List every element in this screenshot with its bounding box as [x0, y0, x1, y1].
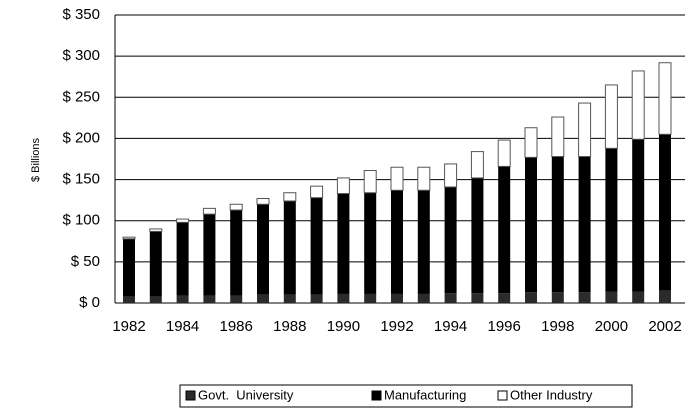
bar-segment: [470, 151, 484, 179]
bar-segment: [256, 197, 270, 205]
bar-segment: [578, 292, 591, 303]
y-tick-label: $ 0: [79, 294, 100, 311]
bar-segment: [391, 190, 403, 294]
bar-segment: [336, 177, 350, 195]
y-tick-label: $ 200: [62, 129, 100, 146]
bar-segment: [417, 293, 430, 303]
bar-segment: [551, 116, 565, 158]
bar-segment: [471, 293, 484, 303]
bar-segment: [659, 134, 671, 291]
bar-segment: [444, 293, 457, 303]
legend-swatch: [371, 390, 382, 401]
bar-segment: [310, 185, 324, 199]
x-tick-label: 1982: [112, 318, 145, 335]
x-tick-label: 2000: [595, 318, 628, 335]
bar-segment: [337, 293, 350, 303]
bar-segment: [605, 148, 618, 292]
x-tick-label: 1996: [488, 318, 521, 335]
bar-segment: [229, 203, 243, 211]
bar-segment: [176, 295, 189, 303]
bar-segment: [578, 102, 592, 158]
bar-segment: [257, 294, 269, 303]
bar-segment: [632, 139, 645, 292]
bar-segment: [498, 293, 511, 303]
bar-segment: [417, 190, 430, 294]
legend-swatch: [185, 390, 196, 401]
bar-segment: [310, 294, 323, 303]
bar-segment: [176, 218, 190, 223]
bar-segment: [551, 156, 564, 293]
y-tick-label: $ 50: [71, 253, 100, 270]
y-tick-label: $ 150: [62, 171, 100, 188]
x-tick-label: 1984: [166, 318, 199, 335]
bar-segment: [659, 290, 671, 303]
bar-segment: [631, 70, 645, 140]
bar-segment: [203, 214, 216, 296]
bar-segment: [444, 163, 458, 188]
x-tick-label: 1994: [434, 318, 467, 335]
bar-segment: [230, 295, 243, 303]
bar-segment: [632, 291, 645, 303]
bar-segment: [283, 200, 296, 295]
bar-segment: [123, 296, 135, 303]
bar-segment: [149, 296, 162, 303]
bar-segment: [658, 62, 672, 135]
bar-segment: [417, 166, 431, 191]
bar-segment: [283, 192, 297, 202]
bar-segment: [123, 238, 135, 297]
bar-segment: [497, 139, 511, 167]
bar-segment: [203, 295, 216, 303]
bar-segment: [498, 166, 511, 294]
legend-swatch: [497, 390, 508, 401]
bar-segment: [176, 222, 189, 296]
bar-segment: [604, 84, 618, 149]
x-tick-label: 1990: [327, 318, 360, 335]
bar-segment: [122, 236, 136, 240]
y-tick-label: $ 350: [62, 6, 100, 23]
legend-label: Govt. University: [198, 387, 294, 402]
bar-segment: [310, 197, 323, 295]
bar-segment: [257, 204, 269, 295]
bar-segment: [471, 177, 484, 294]
bar-segment: [149, 231, 162, 297]
x-tick-label: 1986: [220, 318, 253, 335]
x-tick-label: 1998: [541, 318, 574, 335]
bar-segment: [364, 293, 377, 303]
x-tick-label: 2002: [648, 318, 681, 335]
bar-segment: [149, 228, 163, 232]
bar-segment: [230, 210, 243, 296]
bar-segment: [364, 192, 377, 294]
bar-segment: [363, 170, 377, 194]
x-tick-label: 1988: [273, 318, 306, 335]
y-axis-label: $ Billions: [30, 137, 42, 182]
bar-segment: [390, 166, 404, 191]
legend-label: Other Industry: [510, 387, 593, 402]
bar-segment: [444, 186, 457, 294]
bar-segment: [605, 291, 618, 303]
y-tick-label: $ 300: [62, 47, 100, 64]
bar-segment: [578, 156, 591, 293]
bar-segment: [551, 292, 564, 303]
bar-segment: [525, 157, 537, 293]
bar-segment: [337, 193, 350, 294]
bar-segment: [525, 292, 537, 303]
bar-segment: [202, 207, 216, 215]
x-tick-label: 1992: [380, 318, 413, 335]
y-tick-label: $ 250: [62, 88, 100, 105]
legend-label: Manufacturing: [384, 387, 466, 402]
bar-segment: [391, 293, 403, 303]
bar-segment: [524, 127, 538, 158]
legend-box: [179, 384, 633, 408]
bar-segment: [283, 294, 296, 303]
y-tick-label: $ 100: [62, 212, 100, 229]
